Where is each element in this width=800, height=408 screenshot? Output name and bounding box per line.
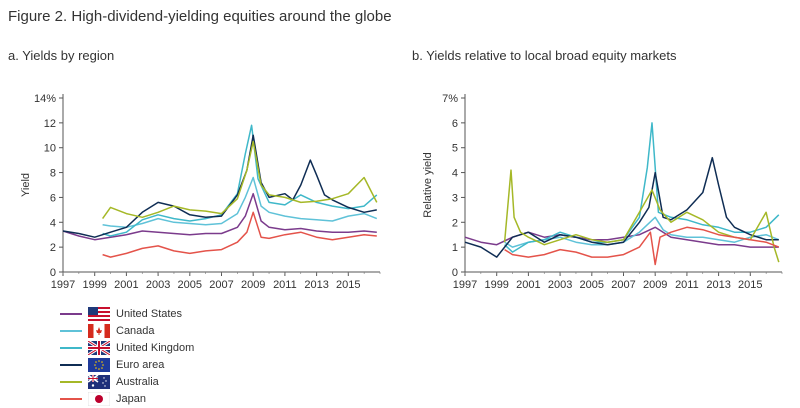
y-tick-label: 6 <box>50 192 56 204</box>
series-line-australia <box>101 140 378 220</box>
x-tick-label: 2011 <box>675 279 699 291</box>
y-tick-label: 0 <box>452 267 458 279</box>
legend-label: Canada <box>116 325 155 337</box>
x-tick-label: 2005 <box>178 279 202 291</box>
legend-label: United States <box>116 308 183 320</box>
canada-flag-icon <box>88 324 110 338</box>
y-tick-label: 2 <box>452 217 458 229</box>
x-tick-label: 1997 <box>51 279 75 291</box>
x-tick-label: 2015 <box>738 279 762 291</box>
x-tick-label: 1997 <box>453 279 477 291</box>
x-tick-label: 2001 <box>114 279 138 291</box>
panel-b-title: b. Yields relative to local broad equity… <box>412 48 677 63</box>
japan-flag-icon <box>88 392 110 406</box>
australia-flag-icon <box>88 375 110 389</box>
x-tick-label: 2009 <box>241 279 265 291</box>
x-tick-label: 2007 <box>209 279 233 291</box>
legend-swatch <box>60 313 82 315</box>
series-line-japan <box>504 226 780 266</box>
x-tick-label: 2005 <box>580 279 604 291</box>
legend-label: Australia <box>116 376 159 388</box>
y-tick-label: 0 <box>50 267 56 279</box>
x-tick-label: 2001 <box>516 279 540 291</box>
panel-a-title: a. Yields by region <box>8 48 115 63</box>
figure-title: Figure 2. High-dividend-yielding equitie… <box>8 8 392 25</box>
y-tick-label: 4 <box>50 217 56 229</box>
y-tick-label: 6 <box>452 118 458 130</box>
x-tick-label: 2015 <box>336 279 360 291</box>
y-tick-label: 1 <box>452 242 458 254</box>
legend-swatch <box>60 364 82 366</box>
us-flag-icon <box>88 307 110 321</box>
x-tick-label: 2003 <box>146 279 170 291</box>
x-tick-label: 2013 <box>706 279 730 291</box>
legend-swatch <box>60 330 82 332</box>
x-tick-label: 2011 <box>273 279 297 291</box>
x-tick-label: 2007 <box>611 279 635 291</box>
legend-swatch <box>60 381 82 383</box>
x-tick-label: 1999 <box>484 279 508 291</box>
x-tick-label: 2003 <box>548 279 572 291</box>
x-tick-label: 2009 <box>643 279 667 291</box>
legend-label: Euro area <box>116 359 165 371</box>
y-tick-label: 4 <box>452 168 458 180</box>
y-tick-label: 7% <box>442 93 458 105</box>
y-tick-label: 14% <box>34 93 56 105</box>
y-tick-label: 5 <box>452 143 458 155</box>
series-line-euro-area <box>464 156 779 258</box>
series-line-australia <box>503 169 780 263</box>
eu-flag-icon <box>88 358 110 372</box>
series-line-united-states <box>62 192 377 241</box>
series-line-japan <box>102 211 377 258</box>
y-tick-label: 3 <box>452 192 458 204</box>
y-tick-label: 2 <box>50 242 56 254</box>
series-line-united-kingdom <box>102 124 378 237</box>
y-axis-label: Relative yield <box>422 152 434 217</box>
x-tick-label: 2013 <box>304 279 328 291</box>
series-line-canada <box>504 216 780 248</box>
y-tick-label: 10 <box>44 143 56 155</box>
x-tick-label: 1999 <box>82 279 106 291</box>
uk-flag-icon <box>88 341 110 355</box>
series-line-united-kingdom <box>504 122 780 253</box>
legend-swatch <box>60 347 82 349</box>
series-line-canada <box>102 176 378 229</box>
y-tick-label: 8 <box>50 168 56 180</box>
legend-label: Japan <box>116 393 146 405</box>
y-axis-label: Yield <box>20 173 32 197</box>
y-tick-label: 12 <box>44 118 56 130</box>
legend-swatch <box>60 398 82 400</box>
legend-label: United Kingdom <box>116 342 195 354</box>
